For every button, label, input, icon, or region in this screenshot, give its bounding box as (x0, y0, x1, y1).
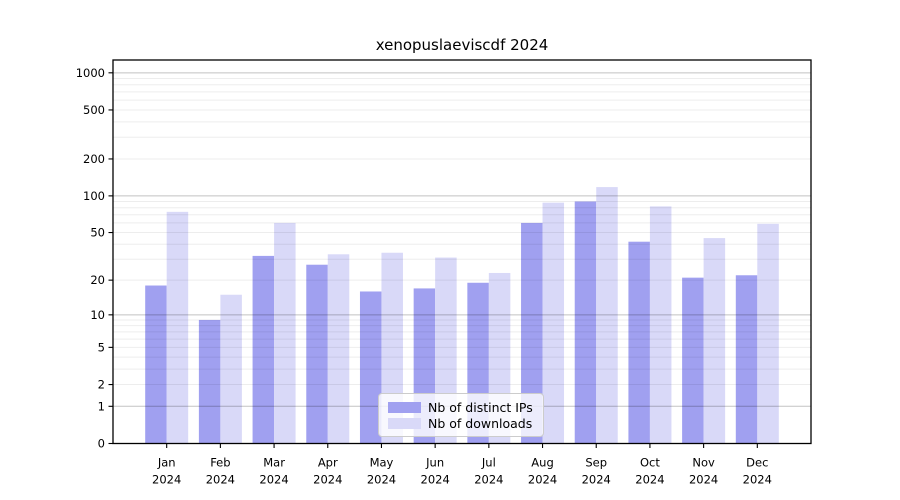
x-tick-label-year: 2024 (206, 473, 235, 487)
legend-label-distinct-ips: Nb of distinct IPs (428, 399, 533, 415)
legend-swatch-distinct-ips (388, 401, 421, 413)
legend-item-distinct-ips: Nb of distinct IPs (388, 400, 535, 415)
x-tick-label-month: May (370, 456, 394, 470)
bar-downloads-dec (757, 223, 779, 444)
y-tick-label: 10 (90, 308, 105, 322)
y-tick-label: 5 (98, 340, 105, 354)
bar-distinct-ips-feb (198, 319, 221, 444)
x-tick-label-year: 2024 (743, 473, 772, 487)
x-tick-label-year: 2024 (421, 473, 450, 487)
y-tick-label: 100 (83, 189, 105, 203)
y-tick-label: 0 (98, 437, 105, 451)
x-axis: Jan 2024 Feb 2024 Mar 2024 Apr 2024 May 2024 Jun 20… (152, 443, 772, 487)
bar-downloads-feb (220, 294, 242, 444)
bar-distinct-ips-nov (682, 277, 704, 444)
bar-distinct-ips-aug (521, 222, 543, 444)
x-tick-label-year: 2024 (528, 473, 557, 487)
bar-downloads-sep (596, 187, 618, 444)
y-tick-label: 1 (98, 399, 105, 413)
x-tick-label-year: 2024 (259, 473, 288, 487)
y-tick-label: 20 (90, 273, 105, 287)
bar-distinct-ips-may (359, 291, 382, 444)
x-tick-label-month: Jan (157, 456, 176, 470)
y-tick-label: 1000 (76, 66, 105, 80)
chart-title: xenopuslaeviscdf 2024 (375, 36, 549, 54)
x-tick-label-month: Oct (640, 456, 660, 470)
bar-distinct-ips-apr (306, 264, 328, 444)
bar-downloads-oct (649, 206, 672, 444)
bar-downloads-aug (542, 202, 565, 444)
bar-downloads-jan (166, 211, 189, 444)
x-tick-label-year: 2024 (689, 473, 718, 487)
x-tick-label-month: Jul (481, 456, 496, 470)
y-tick-label: 50 (90, 226, 105, 240)
x-tick-label-month: Feb (210, 456, 230, 470)
x-tick-label-year: 2024 (152, 473, 181, 487)
legend-swatch-downloads (388, 417, 421, 429)
bar-downloads-apr (327, 254, 350, 444)
bar-downloads-mar (274, 222, 296, 444)
legend-label-downloads: Nb of downloads (428, 415, 533, 431)
x-tick-label-month: Nov (692, 456, 715, 470)
x-tick-label-month: Mar (263, 456, 285, 470)
x-tick-label-month: Sep (585, 456, 607, 470)
x-tick-label-year: 2024 (635, 473, 664, 487)
minor-gridlines (113, 77, 811, 386)
bar-distinct-ips-mar (252, 255, 275, 444)
x-tick-label-month: Dec (746, 456, 768, 470)
x-tick-label-month: Aug (531, 456, 553, 470)
y-axis: 0 1 2 5 10 20 50 100 200 500 1000 (76, 66, 113, 451)
bar-downloads-nov (703, 238, 726, 444)
x-tick-label-year: 2024 (313, 473, 342, 487)
x-tick-label-year: 2024 (367, 473, 396, 487)
bar-distinct-ips-oct (628, 241, 650, 444)
axes-frame (112, 59, 812, 445)
y-tick-label: 2 (98, 378, 105, 392)
x-tick-label-year: 2024 (582, 473, 611, 487)
x-tick-label-month: Jun (425, 456, 444, 470)
bar-distinct-ips-dec (735, 275, 758, 444)
x-tick-label-month: Apr (318, 456, 338, 470)
y-tick-label: 500 (83, 103, 105, 117)
x-tick-label-year: 2024 (474, 473, 503, 487)
y-tick-label: 200 (83, 152, 105, 166)
legend: Nb of distinct IPs Nb of downloads (378, 393, 544, 437)
legend-item-downloads: Nb of downloads (388, 416, 535, 431)
bar-distinct-ips-sep (574, 201, 597, 444)
bar-distinct-ips-jan (145, 285, 167, 444)
